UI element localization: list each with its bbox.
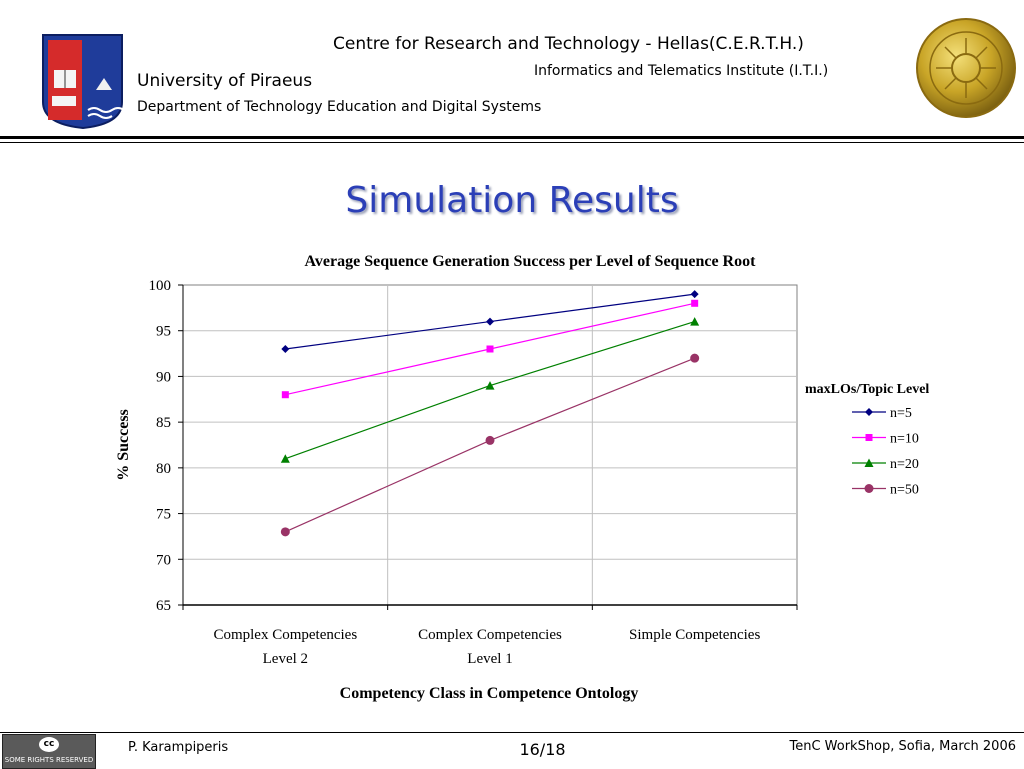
legend-label: n=50	[890, 483, 919, 498]
legend-title: maxLOs/Topic Level	[805, 382, 929, 397]
footer-event: TenC WorkShop, Sofia, March 2006	[789, 739, 1016, 754]
x-axis-label: Competency Class in Competence Ontology	[340, 685, 639, 702]
data-point	[485, 435, 495, 445]
legend-marker	[864, 458, 874, 467]
chart-title: Average Sequence Generation Success per …	[305, 253, 757, 270]
y-tick-label: 95	[156, 324, 171, 340]
data-point	[281, 391, 289, 399]
certh-seal-logo	[916, 18, 1016, 118]
license-text: SOME RIGHTS RESERVED	[4, 756, 94, 764]
data-point	[486, 345, 494, 353]
footer-divider	[0, 732, 1024, 733]
x-tick-label: Level 1	[467, 651, 512, 667]
legend-marker	[865, 408, 873, 416]
legend-marker	[864, 484, 874, 493]
y-tick-label: 100	[149, 278, 172, 294]
data-point	[485, 381, 495, 390]
plot-area	[182, 284, 798, 606]
data-point	[690, 353, 700, 363]
header-divider	[0, 136, 1024, 139]
y-tick-label: 90	[156, 369, 171, 385]
header-university: University of Piraeus	[137, 71, 313, 91]
footer-page-number: 16/18	[519, 740, 566, 759]
line-chart: 65 70 75 80 85 90 95 100 Complex Competencies Lev…	[115, 253, 929, 702]
header-department: Department of Technology Education and D…	[137, 99, 542, 115]
creative-commons-badge[interactable]: cc SOME RIGHTS RESERVED	[2, 734, 96, 769]
y-axis-label: % Success	[115, 409, 132, 481]
legend-label: n=10	[890, 432, 919, 447]
y-tick-label: 65	[156, 598, 171, 614]
header-institution: Centre for Research and Technology - Hel…	[333, 34, 804, 54]
slide-title: Simulation Results	[345, 180, 679, 221]
x-tick-label: Level 2	[263, 651, 308, 667]
data-point	[281, 345, 290, 353]
data-point	[486, 317, 494, 326]
header-divider-thin	[0, 142, 1024, 143]
cc-icon: cc	[39, 737, 59, 752]
legend-label: n=20	[890, 457, 919, 472]
x-tick-label: Simple Competencies	[629, 627, 760, 643]
x-tick-label: Complex Competencies	[418, 627, 562, 643]
y-tick-label: 70	[156, 552, 171, 568]
data-point	[280, 454, 290, 463]
y-tick-label: 85	[156, 415, 171, 431]
header-institute: Informatics and Telematics Institute (I.…	[534, 63, 829, 79]
y-tick-label: 75	[156, 507, 171, 523]
legend-label: n=5	[890, 406, 912, 421]
y-tick-label: 80	[156, 461, 171, 477]
legend-marker	[865, 434, 873, 441]
x-tick-label: Complex Competencies	[213, 627, 357, 643]
data-point	[280, 527, 290, 537]
data-point	[690, 290, 699, 299]
footer-author: P. Karampiperis	[128, 740, 229, 755]
data-point	[691, 299, 699, 307]
data-point	[690, 317, 700, 326]
university-of-piraeus-logo	[42, 34, 125, 130]
